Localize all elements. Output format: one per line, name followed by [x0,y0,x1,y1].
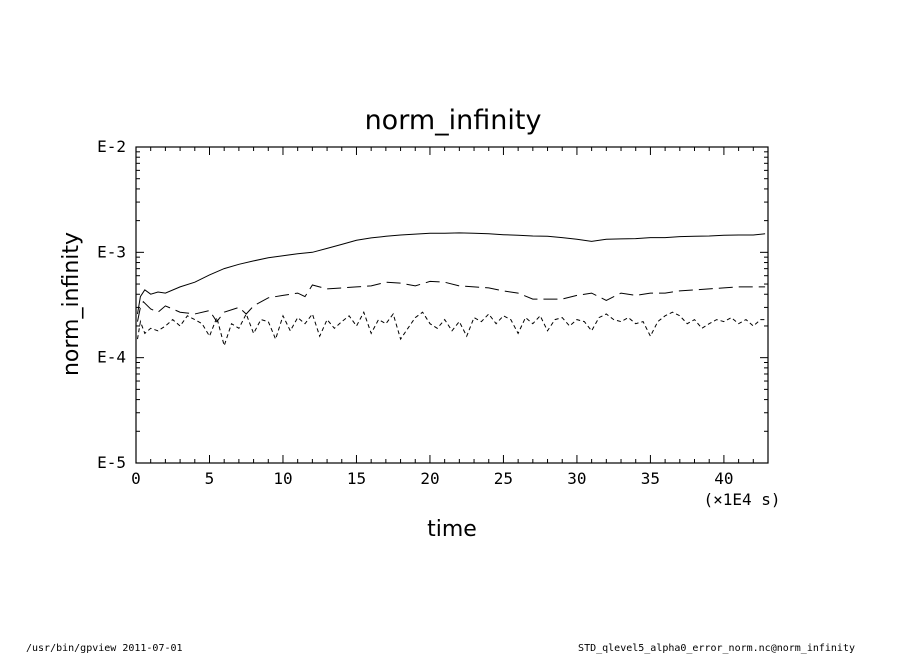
x-tick-label: 5 [205,469,215,488]
series-line-short-dash [137,310,766,348]
y-tick-labels: E-5 E-4 E-3 E-2 [97,137,126,472]
x-tick-label: 15 [347,469,366,488]
x-tick-label: 10 [273,469,292,488]
y-tick-label: E-4 [97,348,126,367]
tick-marks [135,147,769,464]
footer-right: STD_qlevel5_alpha0_error_norm.nc@norm_in… [578,643,855,654]
x-tick-label: 20 [420,469,439,488]
x-axis-label: time [427,517,477,542]
y-axis-label: norm_infinity [59,232,84,376]
plot-frame [135,146,769,464]
x-tick-label: 35 [641,469,660,488]
plot-area [135,146,769,464]
series-line-solid [137,232,766,315]
x-tick-label: 30 [567,469,586,488]
x-unit-label: (×1E4 s) [703,490,780,509]
chart-title: norm_infinity [365,105,542,136]
x-tick-labels: 0 5 10 15 20 25 30 35 40 [131,469,733,488]
x-tick-label: 40 [714,469,733,488]
y-tick-label: E-5 [97,453,126,472]
x-tick-label: 25 [494,469,513,488]
series-line-long-dash [137,280,766,323]
footer-left: /usr/bin/gpview 2011-07-01 [26,643,183,654]
y-tick-label: E-3 [97,242,126,261]
series-layer [137,232,766,348]
y-tick-label: E-2 [97,137,126,156]
x-tick-label: 0 [131,469,141,488]
